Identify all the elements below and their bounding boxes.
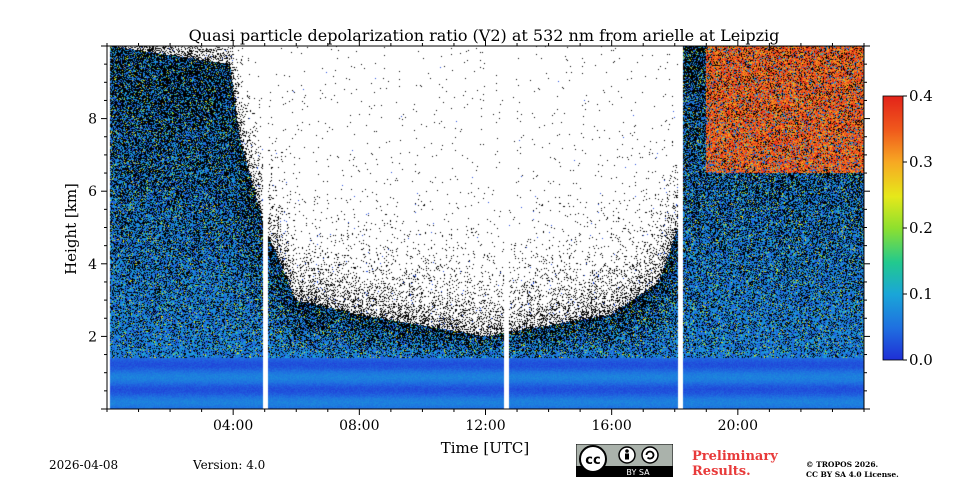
version-label: Version: 4.0 xyxy=(193,458,266,472)
x-axis-label: Time [UTC] xyxy=(441,439,530,457)
preliminary-note: Preliminary Results. xyxy=(692,449,778,479)
x-tick-label: 20:00 xyxy=(718,418,758,434)
svg-text:BY SA: BY SA xyxy=(626,468,650,477)
x-tick-label: 16:00 xyxy=(591,418,631,434)
colorbar-tick-label: 0.2 xyxy=(909,219,933,237)
colorbar-tick-label: 0.0 xyxy=(909,351,933,369)
svg-text:cc: cc xyxy=(585,453,600,468)
colorbar-gradient xyxy=(882,95,904,361)
colorbar-ticks: 0.0 0.1 0.2 0.3 0.4 xyxy=(903,87,933,369)
y-tick-label: 6 xyxy=(88,184,97,200)
copyright-line2: CC BY SA 4.0 License. xyxy=(806,470,899,479)
preliminary-line2: Results. xyxy=(692,464,751,479)
depolarization-heatmap xyxy=(107,46,864,409)
cc-license-badge: cc BY SA xyxy=(575,443,674,478)
chart-title: Quasi particle depolarization ratio (V2)… xyxy=(189,26,780,45)
x-tick-label: 12:00 xyxy=(465,418,505,434)
y-axis: 2 4 6 8 xyxy=(88,45,870,410)
x-tick-label: 04:00 xyxy=(213,418,253,434)
plot-area xyxy=(106,45,865,410)
x-axis: 04:00 08:00 12:00 16:00 20:00 xyxy=(106,40,865,434)
date-label: 2026-04-08 xyxy=(49,458,119,472)
colorbar-tick-label: 0.3 xyxy=(909,153,933,171)
colorbar-tick-label: 0.1 xyxy=(909,285,933,303)
preliminary-line1: Preliminary xyxy=(692,449,778,464)
cc-icon xyxy=(579,445,607,473)
copyright-line1: © TROPOS 2026. xyxy=(806,460,879,469)
y-tick-label: 2 xyxy=(88,329,97,345)
y-tick-label: 8 xyxy=(88,112,97,128)
sa-share-icon xyxy=(641,446,659,464)
y-tick-label: 4 xyxy=(88,257,97,273)
colorbar: 0.0 0.1 0.2 0.3 0.4 xyxy=(882,87,933,369)
y-axis-label: Height [km] xyxy=(62,183,80,275)
colorbar-tick-label: 0.4 xyxy=(909,87,933,105)
x-tick-label: 08:00 xyxy=(339,418,379,434)
copyright-note: © TROPOS 2026. CC BY SA 4.0 License. xyxy=(806,460,899,480)
